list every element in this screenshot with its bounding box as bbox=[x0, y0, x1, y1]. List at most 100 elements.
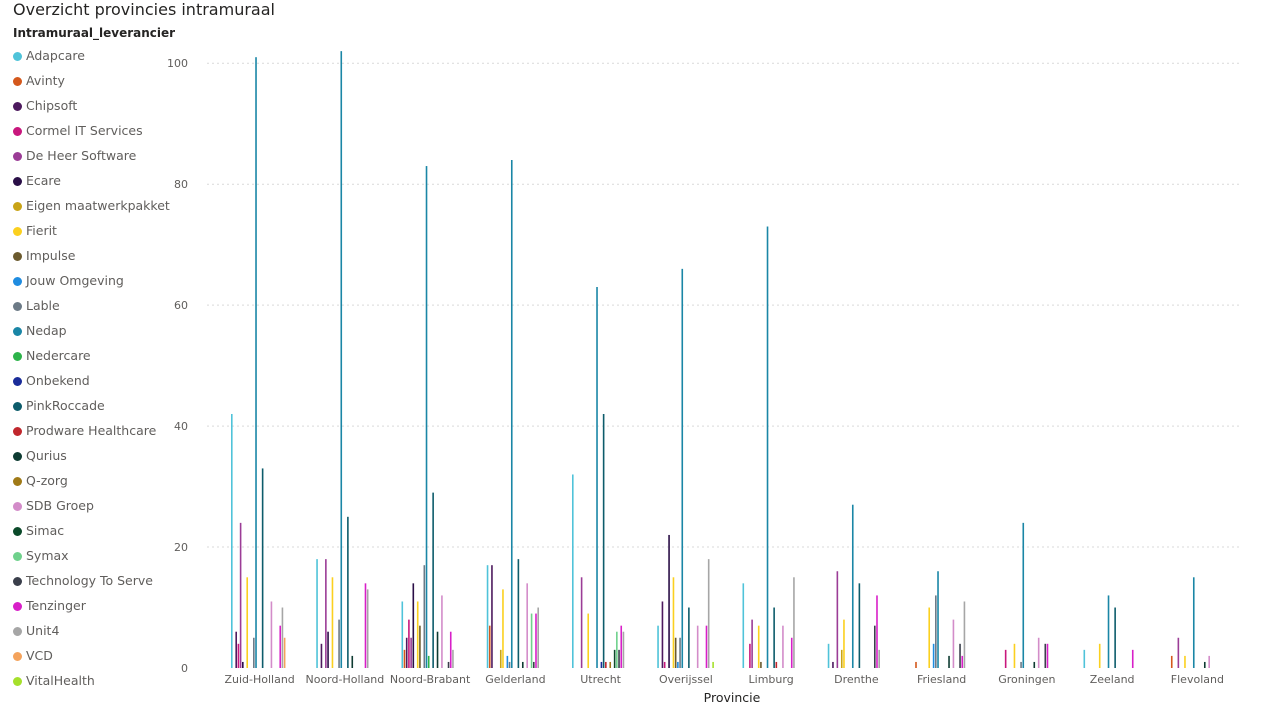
bar[interactable] bbox=[937, 571, 939, 668]
bar[interactable] bbox=[338, 619, 340, 668]
legend-item[interactable]: Technology To Serve bbox=[13, 568, 178, 593]
bar[interactable] bbox=[1114, 607, 1116, 668]
bar[interactable] bbox=[961, 655, 964, 668]
legend-item[interactable]: Jouw Omgeving bbox=[13, 268, 178, 293]
bar[interactable] bbox=[237, 643, 240, 668]
bar[interactable] bbox=[530, 613, 533, 668]
bar[interactable] bbox=[1203, 661, 1206, 668]
bar[interactable] bbox=[425, 166, 428, 669]
bar[interactable] bbox=[364, 583, 367, 668]
bar[interactable] bbox=[347, 516, 349, 668]
bar[interactable] bbox=[766, 226, 769, 668]
bar[interactable] bbox=[696, 625, 699, 668]
legend-item[interactable]: Unit4 bbox=[13, 618, 178, 643]
bar[interactable] bbox=[506, 655, 509, 668]
bar[interactable] bbox=[401, 601, 404, 668]
bar[interactable] bbox=[751, 619, 753, 668]
bar[interactable] bbox=[351, 655, 354, 668]
legend-item[interactable]: VCD bbox=[13, 643, 178, 668]
legend-item[interactable]: Ecare bbox=[13, 168, 178, 193]
bar[interactable] bbox=[773, 607, 775, 668]
bar[interactable] bbox=[508, 661, 511, 668]
bar[interactable] bbox=[1022, 522, 1025, 668]
bar[interactable] bbox=[609, 661, 612, 668]
bar[interactable] bbox=[742, 583, 745, 668]
bar[interactable] bbox=[327, 631, 329, 668]
bar[interactable] bbox=[661, 601, 664, 668]
bar[interactable] bbox=[436, 631, 439, 668]
bar[interactable] bbox=[283, 637, 286, 668]
bar[interactable] bbox=[602, 414, 605, 668]
bar[interactable] bbox=[935, 595, 937, 668]
legend-item[interactable]: Eigen maatwerkpakket bbox=[13, 193, 178, 218]
bar[interactable] bbox=[526, 583, 528, 668]
bar[interactable] bbox=[419, 625, 421, 668]
bar[interactable] bbox=[320, 643, 323, 668]
bar[interactable] bbox=[427, 655, 430, 668]
bar[interactable] bbox=[410, 637, 412, 668]
bar[interactable] bbox=[510, 160, 513, 668]
bar[interactable] bbox=[331, 577, 334, 668]
legend-item[interactable]: Impulse bbox=[13, 243, 178, 268]
bar[interactable] bbox=[491, 565, 493, 668]
bar[interactable] bbox=[246, 577, 249, 668]
bar[interactable] bbox=[674, 637, 677, 668]
bar[interactable] bbox=[932, 643, 935, 668]
bar[interactable] bbox=[242, 661, 244, 668]
bar[interactable] bbox=[1107, 595, 1110, 668]
legend-item[interactable]: Nedap bbox=[13, 318, 178, 343]
legend-item[interactable]: Nedercare bbox=[13, 343, 178, 368]
bar[interactable] bbox=[1004, 649, 1007, 668]
legend-item[interactable]: Onbekend bbox=[13, 368, 178, 393]
legend-item[interactable]: De Heer Software bbox=[13, 143, 178, 168]
legend-item[interactable]: Prodware Healthcare bbox=[13, 418, 178, 443]
bar[interactable] bbox=[449, 631, 452, 668]
bar[interactable] bbox=[858, 583, 861, 668]
bar[interactable] bbox=[836, 571, 839, 668]
bar[interactable] bbox=[412, 583, 415, 668]
bar[interactable] bbox=[851, 504, 854, 668]
bar[interactable] bbox=[403, 649, 406, 668]
bar[interactable] bbox=[827, 643, 830, 668]
legend-items[interactable]: Adapcare Avinty Chipsoft Cormel IT Services… bbox=[13, 43, 178, 693]
bar[interactable] bbox=[876, 595, 878, 668]
bar[interactable] bbox=[1037, 637, 1040, 668]
bar[interactable] bbox=[1192, 577, 1195, 668]
bar[interactable] bbox=[1098, 643, 1101, 668]
bar[interactable] bbox=[657, 625, 659, 668]
bar[interactable] bbox=[873, 625, 876, 668]
bar[interactable] bbox=[408, 619, 410, 668]
legend-item[interactable]: SDB Groep bbox=[13, 493, 178, 518]
bar[interactable] bbox=[452, 649, 454, 668]
bar[interactable] bbox=[316, 559, 318, 668]
bar[interactable] bbox=[668, 534, 670, 668]
bar[interactable] bbox=[447, 661, 450, 668]
bar[interactable] bbox=[1177, 637, 1180, 668]
legend-item[interactable]: VitalHealth bbox=[13, 668, 178, 693]
bar[interactable] bbox=[416, 601, 419, 668]
bar[interactable] bbox=[580, 577, 583, 668]
bar[interactable] bbox=[325, 559, 327, 668]
bars[interactable] bbox=[231, 51, 1210, 669]
bar[interactable] bbox=[952, 619, 955, 668]
bar[interactable] bbox=[605, 661, 607, 668]
bar[interactable] bbox=[1013, 643, 1016, 668]
bar[interactable] bbox=[253, 637, 255, 668]
bar[interactable] bbox=[622, 631, 625, 668]
bar[interactable] bbox=[760, 661, 762, 668]
bar[interactable] bbox=[255, 57, 257, 668]
bar[interactable] bbox=[963, 601, 966, 668]
bar[interactable] bbox=[587, 613, 590, 668]
bar[interactable] bbox=[782, 625, 784, 668]
bar[interactable] bbox=[1184, 655, 1186, 668]
legend-item[interactable]: Chipsoft bbox=[13, 93, 178, 118]
bar[interactable] bbox=[235, 631, 237, 668]
bar[interactable] bbox=[1020, 661, 1022, 668]
bar[interactable] bbox=[959, 643, 961, 668]
legend-item[interactable]: Simac bbox=[13, 518, 178, 543]
bar[interactable] bbox=[613, 649, 616, 668]
bar[interactable] bbox=[915, 661, 917, 668]
bar[interactable] bbox=[1208, 655, 1210, 668]
bar[interactable] bbox=[775, 661, 778, 668]
bar[interactable] bbox=[572, 474, 574, 668]
